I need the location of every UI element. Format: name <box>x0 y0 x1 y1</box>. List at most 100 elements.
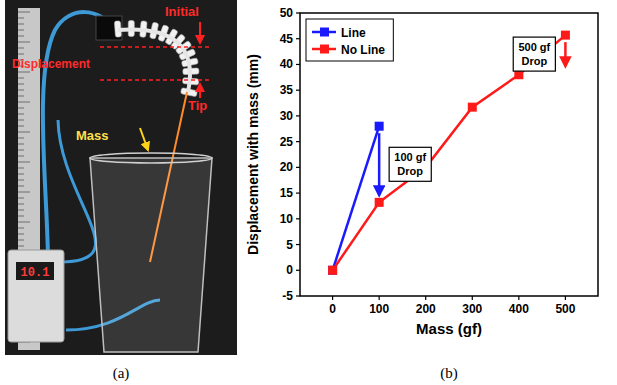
ruler-tick <box>18 228 24 229</box>
ruler-tick <box>18 90 24 91</box>
ruler-tick <box>18 48 24 49</box>
annotation-box <box>389 147 431 181</box>
ruler-tick <box>18 216 24 217</box>
ruler-tick <box>18 180 24 181</box>
y-tick-label: 15 <box>280 186 294 200</box>
series-line <box>333 126 380 270</box>
annotation-text: 100 gf Drop <box>394 151 426 177</box>
series-line <box>333 35 566 270</box>
panel-label: (a) <box>113 365 130 382</box>
tip-line <box>100 79 212 81</box>
data-point <box>561 31 570 40</box>
ruler-tick <box>18 114 24 115</box>
panel-label: (b) <box>440 365 458 382</box>
ruler-tick <box>18 30 24 31</box>
ruler-tick <box>18 42 30 43</box>
ruler-tick <box>18 18 24 19</box>
annotation-text: 500 gf Drop <box>518 41 550 67</box>
legend-box <box>306 19 393 61</box>
displacement-label: Displacement <box>12 57 90 71</box>
data-point <box>375 122 384 131</box>
ruler-tick <box>18 126 24 127</box>
annotation-line: 100 gf <box>394 151 426 163</box>
ruler-tick <box>18 144 24 145</box>
photo-panel: InitialDisplacementTipMass10.1 <box>5 0 237 355</box>
ruler-tick <box>18 162 30 163</box>
y-tick-label: 35 <box>280 83 294 97</box>
annotation-box <box>513 37 555 71</box>
display-reading: 10.1 <box>21 266 50 280</box>
ruler-tick <box>18 120 24 121</box>
annotation-line: 500 gf <box>518 41 550 53</box>
ruler-tick <box>18 36 24 37</box>
y-axis-title: Displacement with mass (mm) <box>245 54 261 255</box>
legend: Line No Line <box>306 19 393 61</box>
ruler-tick <box>18 156 24 157</box>
legend-label: Line <box>341 26 366 40</box>
ruler-tick <box>18 240 24 241</box>
x-tick-label: 500 <box>555 302 575 316</box>
y-tick-label: 20 <box>280 160 294 174</box>
plot-frame <box>300 13 598 296</box>
x-tick-label: 300 <box>462 302 482 316</box>
y-tick-label: 5 <box>286 238 293 252</box>
y-tick-label: 0 <box>286 263 293 277</box>
cup-rim <box>90 153 212 163</box>
x-axis-title: Mass (gf) <box>416 320 482 337</box>
ruler-tick <box>18 54 24 55</box>
regulator-display <box>16 262 54 280</box>
ruler-tick <box>18 222 30 223</box>
ruler-tick <box>18 78 24 79</box>
ruler-tick <box>18 12 30 13</box>
initial-label: Initial <box>165 4 199 19</box>
data-point <box>468 103 477 112</box>
annotation-arrow <box>378 133 381 195</box>
data-point <box>328 266 337 275</box>
ruler-tick <box>18 108 24 109</box>
ruler-tick <box>18 234 24 235</box>
ruler-tick <box>18 246 24 247</box>
y-tick-label: 30 <box>280 109 294 123</box>
ruler-tick <box>18 204 24 205</box>
actuator-body <box>118 30 190 92</box>
x-tick-label: 0 <box>329 302 336 316</box>
mass-arrow <box>140 128 148 150</box>
data-layer <box>328 31 570 275</box>
ruler-tick <box>18 84 24 85</box>
ruler-tick <box>18 138 24 139</box>
ruler-tick <box>18 198 24 199</box>
y-tick-label: 10 <box>280 212 294 226</box>
data-point <box>328 266 337 275</box>
legend-label: No Line <box>341 43 385 57</box>
ruler-tick <box>18 174 24 175</box>
ruler-tick <box>18 24 24 25</box>
y-tick-label: 25 <box>280 135 294 149</box>
ruler-tick <box>18 150 24 151</box>
ruler-tick <box>18 210 24 211</box>
y-tick-label: 50 <box>280 6 294 20</box>
ruler-tick <box>18 96 24 97</box>
ruler-tick <box>18 168 24 169</box>
initial-arrow <box>199 22 201 43</box>
chart: -5051015202530354045500100200300400500Ma… <box>245 6 598 337</box>
ruler-tick <box>18 132 30 133</box>
cup <box>90 158 212 352</box>
mass-label: Mass <box>76 128 109 143</box>
ruler-tick <box>18 192 30 193</box>
regulator <box>8 250 64 342</box>
y-tick-label: 40 <box>280 57 294 71</box>
figure: InitialDisplacementTipMass10.1(a)(b)-505… <box>0 0 617 385</box>
x-tick-label: 200 <box>416 302 436 316</box>
y-tick-label: 45 <box>280 32 294 46</box>
x-tick-label: 400 <box>509 302 529 316</box>
annotation: 500 gf Drop <box>513 37 555 71</box>
tip-arrow <box>199 84 201 98</box>
legend-marker <box>320 28 329 37</box>
x-tick-label: 100 <box>369 302 389 316</box>
y-tick-label: -5 <box>282 289 293 303</box>
ruler-tick <box>18 186 24 187</box>
annotation-line: Drop <box>397 165 423 177</box>
legend-marker <box>320 45 329 54</box>
annotation: 100 gf Drop <box>389 147 431 181</box>
annotation-line: Drop <box>521 55 547 67</box>
